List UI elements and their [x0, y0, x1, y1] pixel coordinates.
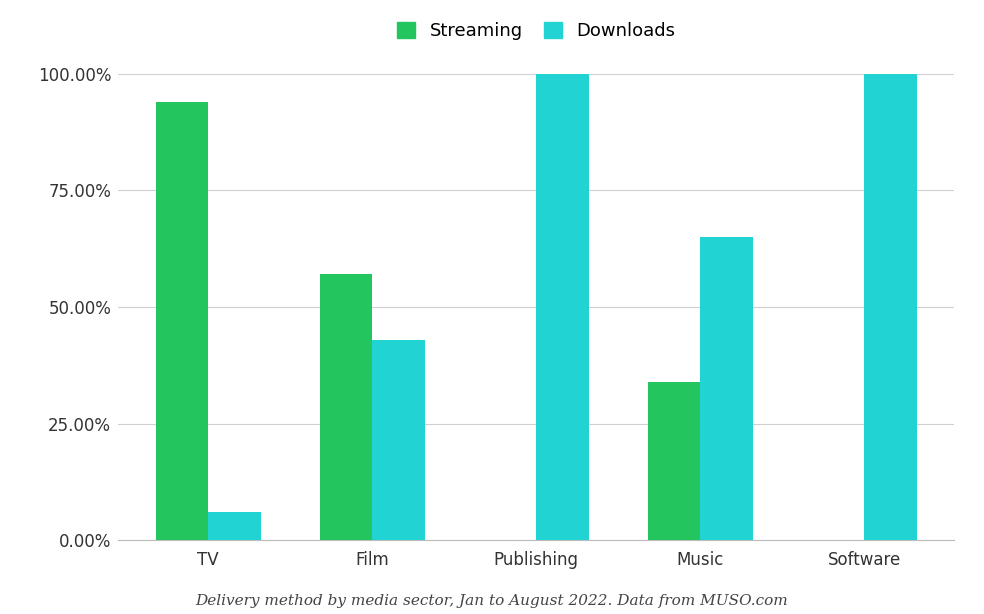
Bar [701, 237, 753, 540]
Legend: Streaming, Downloads: Streaming, Downloads [397, 22, 676, 41]
Text: Delivery method by media sector, Jan to August 2022. Data from MUSO.com: Delivery method by media sector, Jan to … [196, 594, 788, 608]
Bar [647, 382, 701, 540]
Bar [864, 74, 917, 540]
Bar [155, 102, 209, 540]
Bar [209, 512, 261, 540]
Bar [372, 340, 425, 540]
Bar [536, 74, 588, 540]
Bar [320, 274, 372, 540]
